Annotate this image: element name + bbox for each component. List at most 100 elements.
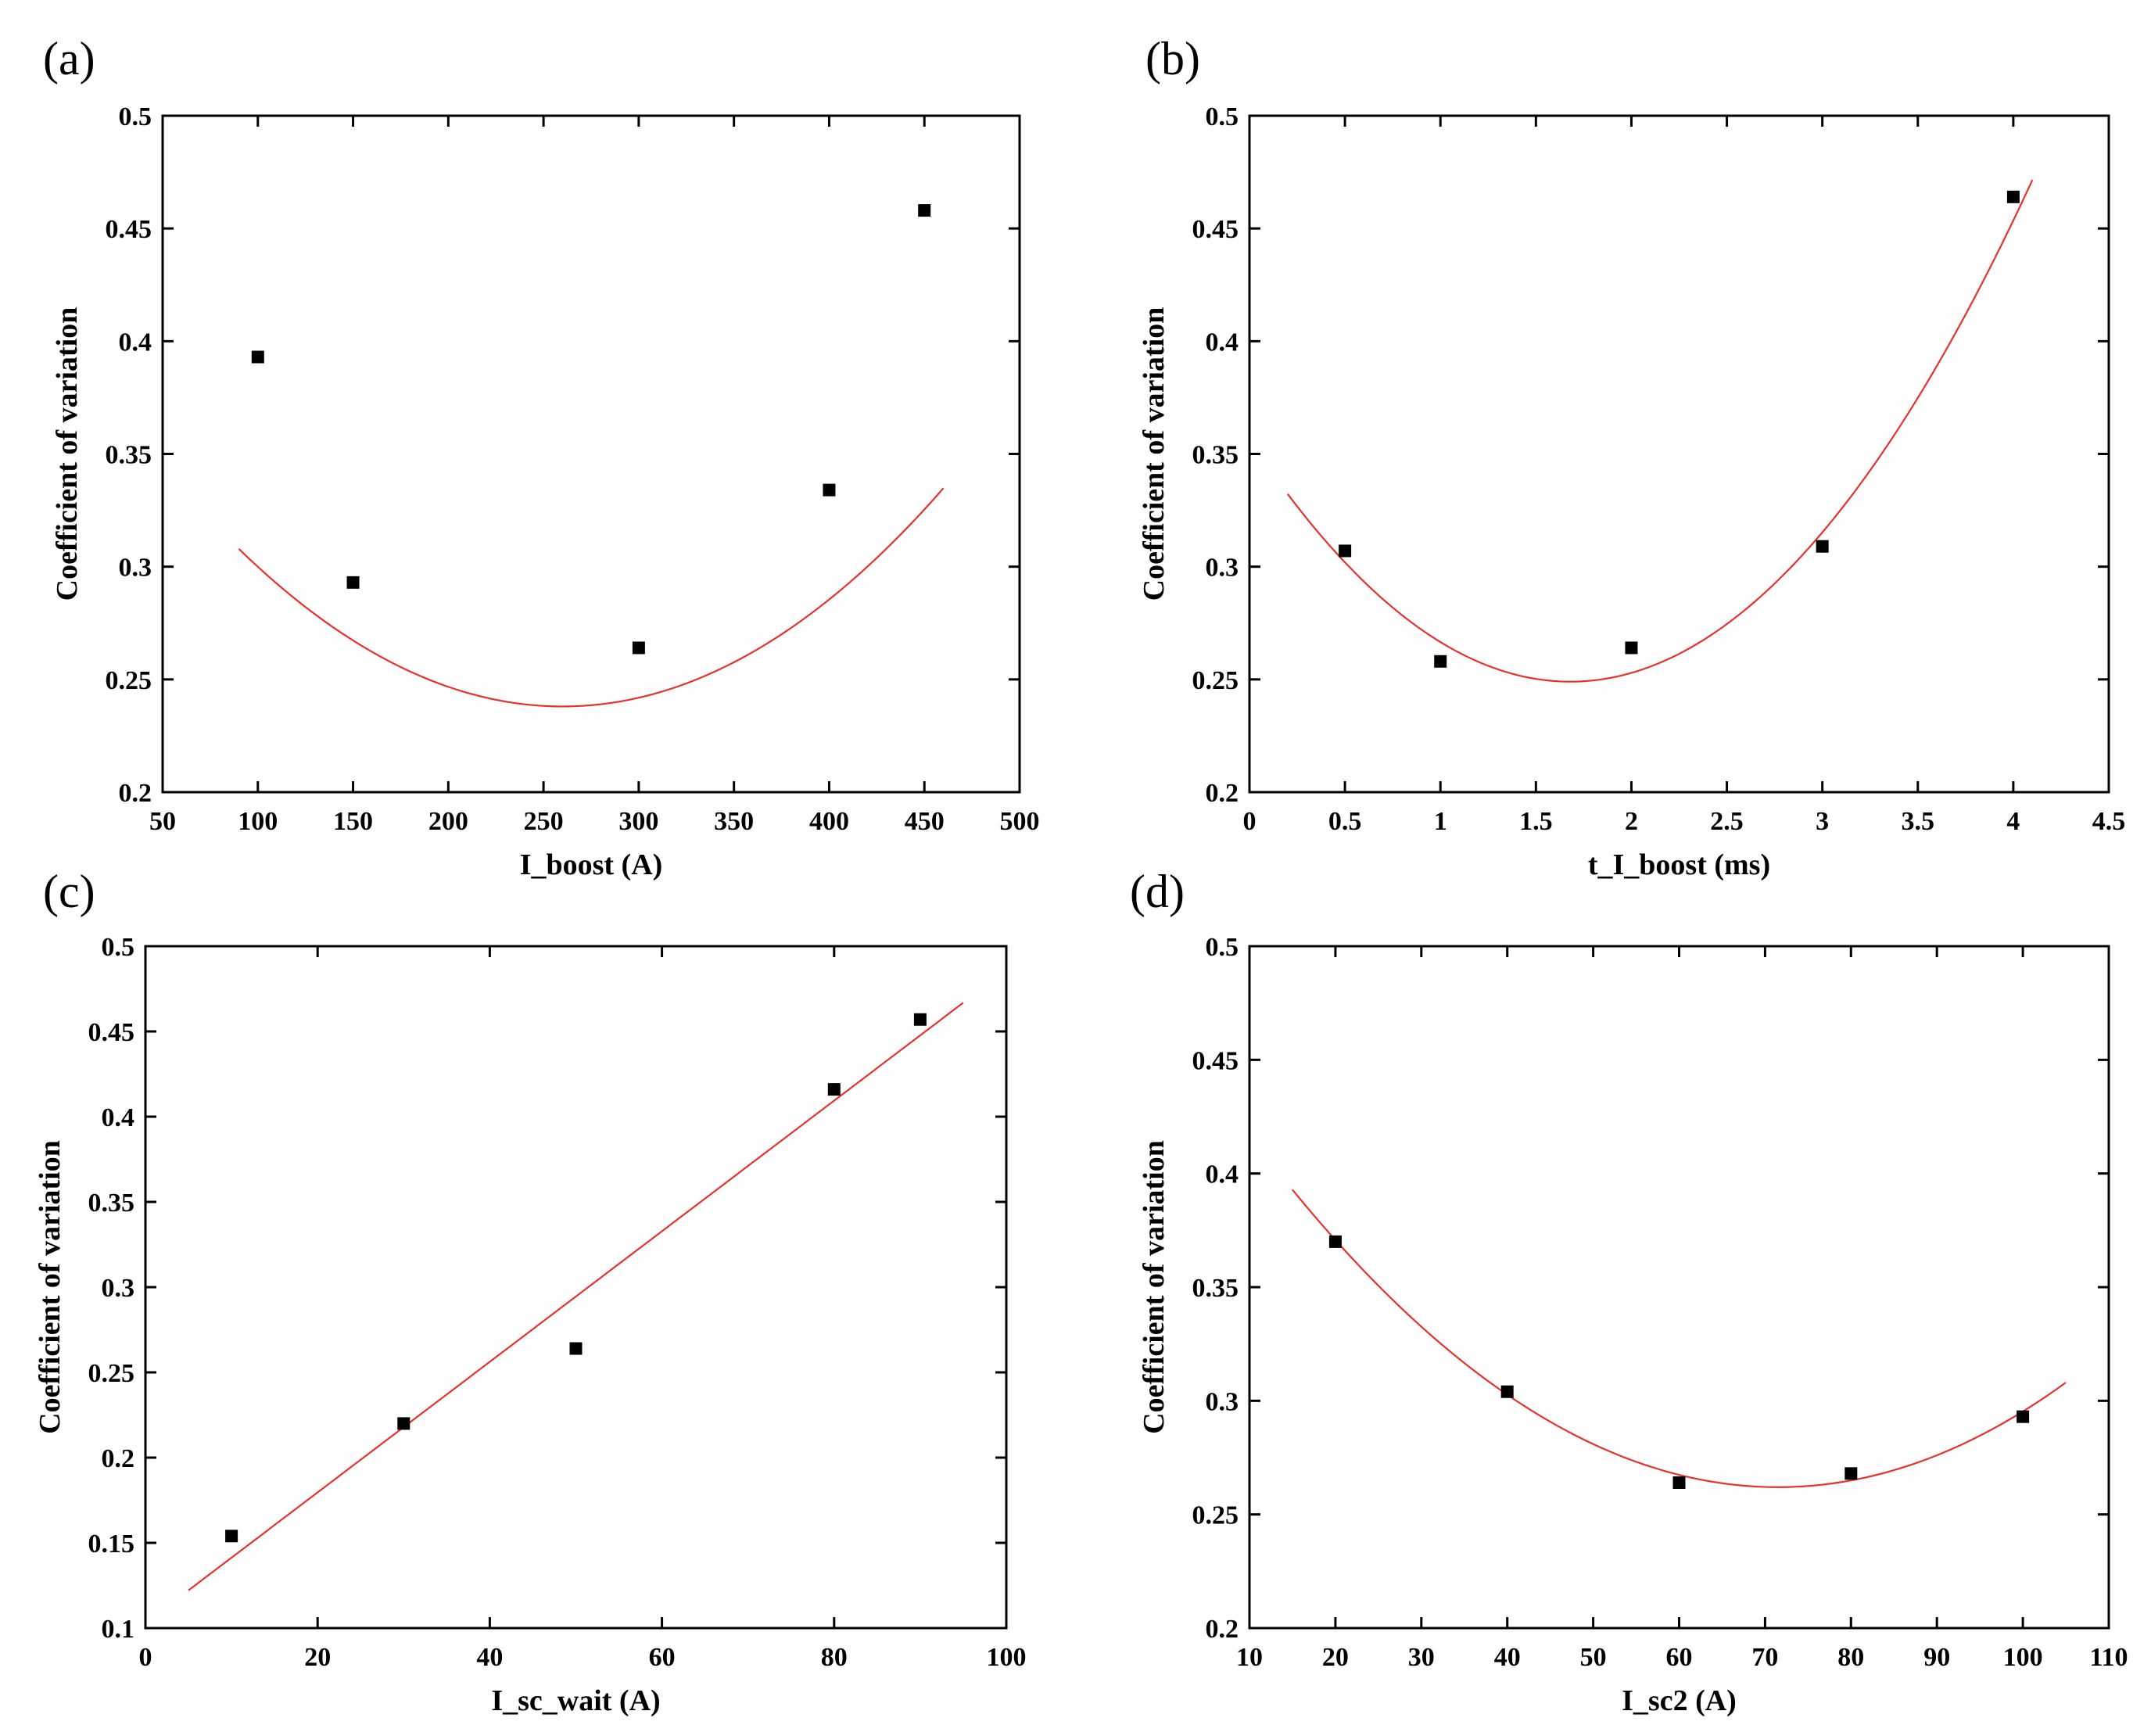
y-tick-label: 0.5 bbox=[1206, 102, 1239, 131]
data-point bbox=[1500, 1385, 1514, 1398]
data-point bbox=[1625, 641, 1638, 655]
y-axis-label: Coefficient of variation bbox=[51, 307, 84, 601]
x-tick-label: 3.5 bbox=[1902, 807, 1935, 836]
fit-curve bbox=[188, 1002, 964, 1591]
x-tick-label: 90 bbox=[1923, 1643, 1950, 1672]
x-tick-label: 50 bbox=[1580, 1643, 1607, 1672]
data-point bbox=[2006, 190, 2020, 203]
y-axis-label: Coefficient of variation bbox=[1138, 307, 1171, 601]
x-tick-label: 4 bbox=[2006, 807, 2020, 836]
y-tick-label: 0.2 bbox=[102, 1444, 135, 1473]
data-point bbox=[251, 350, 264, 364]
y-tick-label: 0.4 bbox=[1206, 1160, 1239, 1189]
x-tick-label: 300 bbox=[618, 807, 658, 836]
x-tick-label: 100 bbox=[987, 1643, 1027, 1672]
data-point bbox=[913, 1013, 927, 1026]
data-point bbox=[823, 483, 836, 497]
data-point bbox=[1339, 544, 1352, 558]
y-axis-label: Coefficient of variation bbox=[34, 1140, 66, 1434]
x-tick-label: 350 bbox=[714, 807, 754, 836]
data-point bbox=[1434, 655, 1447, 668]
y-tick-label: 0.25 bbox=[1192, 666, 1239, 695]
x-axis-label: I_sc2 (A) bbox=[1622, 1684, 1737, 1717]
data-point bbox=[1844, 1467, 1858, 1480]
y-tick-label: 0.35 bbox=[88, 1189, 135, 1218]
y-tick-label: 0.25 bbox=[1192, 1501, 1239, 1530]
y-tick-label: 0.45 bbox=[88, 1018, 135, 1047]
x-axis-label: I_sc_wait (A) bbox=[491, 1684, 660, 1717]
y-tick-label: 0.45 bbox=[1192, 1046, 1239, 1075]
x-tick-label: 70 bbox=[1751, 1643, 1778, 1672]
y-tick-label: 0.3 bbox=[1206, 1387, 1239, 1416]
data-point bbox=[827, 1083, 841, 1096]
panel-label: (c) bbox=[43, 866, 95, 917]
plot-frame bbox=[161, 114, 1021, 794]
y-tick-label: 0.3 bbox=[102, 1274, 135, 1303]
y-tick-label: 0.25 bbox=[106, 666, 152, 695]
data-point bbox=[569, 1342, 583, 1355]
y-axis-label: Coefficient of variation bbox=[1138, 1140, 1171, 1434]
data-point bbox=[397, 1417, 410, 1430]
y-tick-label: 0.4 bbox=[102, 1103, 135, 1132]
y-tick-label: 0.4 bbox=[1206, 328, 1239, 357]
fit-curve bbox=[1286, 179, 2034, 683]
x-tick-label: 3 bbox=[1816, 807, 1829, 836]
data-point bbox=[918, 204, 931, 217]
data-point bbox=[346, 576, 360, 589]
panel-label: (a) bbox=[43, 33, 95, 84]
y-tick-label: 0.45 bbox=[1192, 215, 1239, 244]
x-tick-label: 450 bbox=[905, 807, 945, 836]
x-tick-label: 200 bbox=[428, 807, 468, 836]
chart-panel-2: (b) 0 0.5 1 1.5 2 2.5 3 3.5 4 4.5 0.2 0.25 0.3 0.35 0.4… bbox=[1138, 33, 2125, 881]
x-tick-label: 40 bbox=[476, 1643, 503, 1672]
chart-panel-3: (c) 0 20 40 60 80 100 0.1 0.15 0.2 0.25 0.3 0.35 0.4 0… bbox=[34, 866, 1027, 1717]
data-point bbox=[225, 1530, 238, 1543]
y-tick-label: 0.5 bbox=[119, 102, 152, 131]
y-tick-label: 0.2 bbox=[119, 779, 152, 808]
x-tick-label: 50 bbox=[149, 807, 176, 836]
x-axis-label: t_I_boost (ms) bbox=[1588, 848, 1770, 881]
x-tick-label: 40 bbox=[1494, 1643, 1521, 1672]
y-tick-label: 0.1 bbox=[102, 1615, 135, 1644]
data-point bbox=[1816, 540, 1829, 553]
x-tick-label: 60 bbox=[649, 1643, 676, 1672]
fit-curve bbox=[1292, 1189, 2067, 1488]
y-tick-label: 0.25 bbox=[88, 1359, 135, 1388]
y-tick-label: 0.3 bbox=[119, 554, 152, 583]
x-tick-label: 4.5 bbox=[2092, 807, 2126, 836]
panel-label: (b) bbox=[1145, 33, 1200, 84]
plot-frame bbox=[1248, 114, 2110, 794]
panel-label: (d) bbox=[1130, 866, 1185, 917]
x-tick-label: 500 bbox=[1000, 807, 1040, 836]
x-tick-label: 1.5 bbox=[1519, 807, 1553, 836]
chart-panel-1: (a) 50 100 150 200 250 300 350 400 450 500 0.2 0.25 0… bbox=[43, 33, 1040, 881]
x-tick-label: 100 bbox=[238, 807, 278, 836]
x-tick-label: 2.5 bbox=[1710, 807, 1744, 836]
y-tick-label: 0.5 bbox=[1206, 933, 1239, 962]
x-tick-label: 30 bbox=[1408, 1643, 1435, 1672]
y-tick-label: 0.45 bbox=[106, 215, 152, 244]
data-point bbox=[2017, 1410, 2030, 1423]
y-tick-label: 0.4 bbox=[119, 328, 152, 357]
y-tick-label: 0.35 bbox=[106, 441, 152, 470]
x-tick-label: 0 bbox=[1243, 807, 1257, 836]
x-tick-label: 250 bbox=[524, 807, 564, 836]
y-tick-label: 0.15 bbox=[88, 1530, 135, 1558]
y-tick-label: 0.5 bbox=[102, 933, 135, 962]
x-tick-label: 400 bbox=[809, 807, 849, 836]
fit-curve bbox=[238, 487, 945, 708]
data-point bbox=[1328, 1235, 1342, 1248]
x-tick-label: 1 bbox=[1434, 807, 1447, 836]
x-tick-label: 20 bbox=[1322, 1643, 1349, 1672]
x-tick-label: 10 bbox=[1236, 1643, 1263, 1672]
x-tick-label: 0 bbox=[139, 1643, 152, 1672]
x-tick-label: 150 bbox=[333, 807, 373, 836]
x-axis-label: I_boost (A) bbox=[520, 848, 663, 881]
y-tick-label: 0.35 bbox=[1192, 441, 1239, 470]
x-tick-label: 80 bbox=[1837, 1643, 1864, 1672]
x-tick-label: 20 bbox=[304, 1643, 331, 1672]
chart-panel-4: (d) 10 20 30 40 50 60 70 80 90 100 110 0.2 0.25 0.3 0.3… bbox=[1130, 866, 2128, 1717]
data-point bbox=[1672, 1476, 1686, 1489]
y-tick-label: 0.35 bbox=[1192, 1274, 1239, 1303]
